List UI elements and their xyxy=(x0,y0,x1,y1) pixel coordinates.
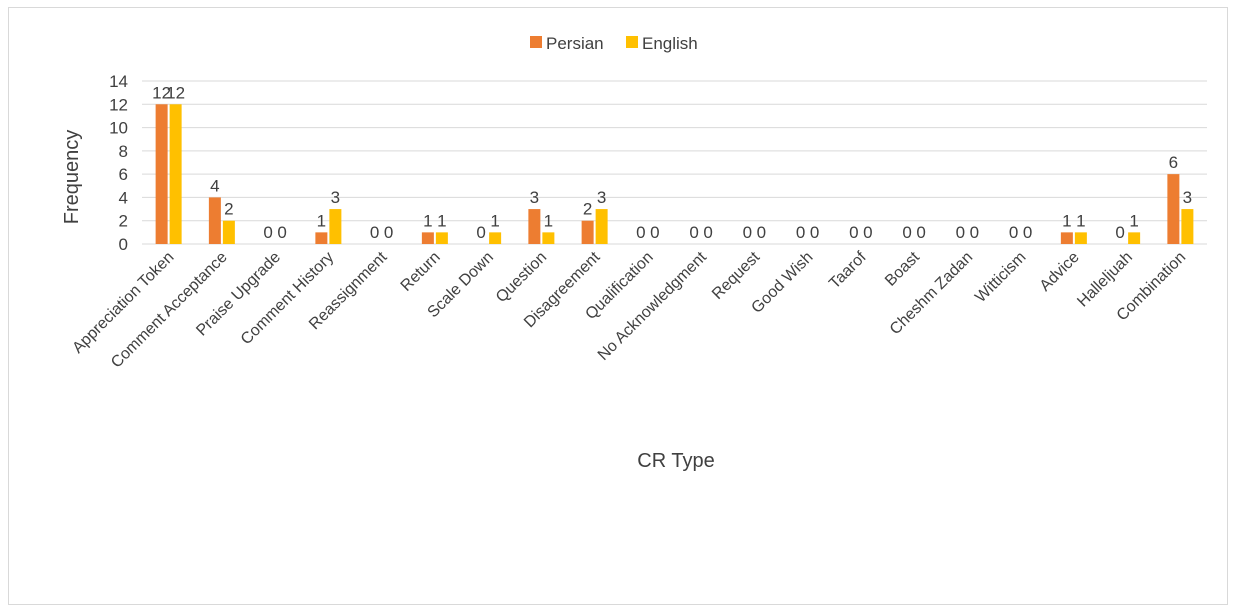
legend-label-english: English xyxy=(642,34,698,53)
data-label-persian: 0 xyxy=(796,223,805,242)
bar-persian xyxy=(208,197,221,244)
data-label-persian: 4 xyxy=(210,176,219,195)
data-label-persian: 0 xyxy=(956,223,965,242)
data-label-english: 2 xyxy=(224,200,233,219)
data-label-english: 3 xyxy=(331,188,340,207)
legend: Persian English xyxy=(530,34,698,53)
data-label-persian: 12 xyxy=(152,83,171,102)
bar-english xyxy=(1128,232,1141,244)
chart-frame xyxy=(8,7,1228,605)
bar-persian xyxy=(528,209,541,244)
bar-english xyxy=(435,232,448,244)
y-axis-ticks: 0 2 4 6 8 10 12 14 xyxy=(109,72,128,254)
legend-swatch-english xyxy=(626,36,638,48)
data-label-persian: 0 xyxy=(849,223,858,242)
y-tick-label: 12 xyxy=(109,95,128,114)
data-label-persian: 0 xyxy=(636,223,645,242)
data-label-english: 0 xyxy=(863,223,872,242)
data-label-persian: 0 xyxy=(370,223,379,242)
gridlines xyxy=(142,80,1207,245)
bar-english xyxy=(595,209,608,244)
bar-persian xyxy=(155,104,168,245)
data-label-persian: 2 xyxy=(583,200,592,219)
bar-persian xyxy=(421,232,434,244)
bar-english xyxy=(329,209,342,244)
y-tick-label: 0 xyxy=(119,235,128,254)
data-label-persian: 3 xyxy=(530,188,539,207)
y-tick-label: 4 xyxy=(119,188,128,207)
x-category-label: Taarof xyxy=(826,248,870,292)
data-label-english: 1 xyxy=(490,211,499,230)
data-label-persian: 0 xyxy=(476,223,485,242)
data-label-persian: 0 xyxy=(902,223,911,242)
x-category-label: Witticism xyxy=(972,249,1029,306)
data-label-persian: 0 xyxy=(1115,223,1124,242)
y-tick-label: 6 xyxy=(119,165,128,184)
x-category-label: Return xyxy=(398,249,444,295)
data-label-english: 3 xyxy=(1183,188,1192,207)
data-label-english: 0 xyxy=(703,223,712,242)
y-axis-title: Frequency xyxy=(61,130,83,225)
x-category-label: Boast xyxy=(882,248,923,289)
data-label-english: 0 xyxy=(970,223,979,242)
x-category-label: Appreciation Token xyxy=(69,249,177,357)
data-label-english: 1 xyxy=(1076,211,1085,230)
data-label-english: 0 xyxy=(1023,223,1032,242)
y-tick-label: 2 xyxy=(119,212,128,231)
bar-persian xyxy=(1060,232,1073,244)
bar-persian xyxy=(315,232,328,244)
x-category-label: Advice xyxy=(1037,249,1083,295)
data-label-english: 1 xyxy=(1129,211,1138,230)
data-label-english: 0 xyxy=(757,223,766,242)
data-label-persian: 0 xyxy=(1009,223,1018,242)
x-category-label: No Acknowledgment xyxy=(595,248,711,364)
x-category-label: Request xyxy=(709,248,764,303)
x-category-label: Comment History xyxy=(238,249,337,348)
bar-persian xyxy=(581,220,594,244)
legend-label-persian: Persian xyxy=(546,34,604,53)
data-label-english: 12 xyxy=(166,83,185,102)
bars xyxy=(155,104,1194,245)
legend-swatch-persian xyxy=(530,36,542,48)
y-tick-label: 8 xyxy=(119,142,128,161)
x-axis-title: CR Type xyxy=(637,450,714,472)
data-label-english: 1 xyxy=(437,211,446,230)
bar-english xyxy=(489,232,502,244)
data-label-english: 0 xyxy=(810,223,819,242)
data-label-persian: 0 xyxy=(263,223,272,242)
data-label-persian: 0 xyxy=(689,223,698,242)
data-label-persian: 6 xyxy=(1169,153,1178,172)
bar-english xyxy=(542,232,555,244)
y-tick-label: 10 xyxy=(109,119,128,138)
bar-english xyxy=(1074,232,1087,244)
y-tick-label: 14 xyxy=(109,72,128,91)
data-label-english: 0 xyxy=(916,223,925,242)
data-label-persian: 1 xyxy=(317,211,326,230)
bar-english xyxy=(169,104,182,245)
bar-english xyxy=(1181,209,1194,244)
data-label-english: 0 xyxy=(384,223,393,242)
data-label-english: 1 xyxy=(544,211,553,230)
data-label-persian: 1 xyxy=(1062,211,1071,230)
data-label-persian: 1 xyxy=(423,211,432,230)
data-label-english: 3 xyxy=(597,188,606,207)
data-label-english: 0 xyxy=(650,223,659,242)
data-label-persian: 0 xyxy=(743,223,752,242)
data-label-english: 0 xyxy=(277,223,286,242)
bar-persian xyxy=(1167,174,1180,244)
bar-english xyxy=(222,220,235,244)
